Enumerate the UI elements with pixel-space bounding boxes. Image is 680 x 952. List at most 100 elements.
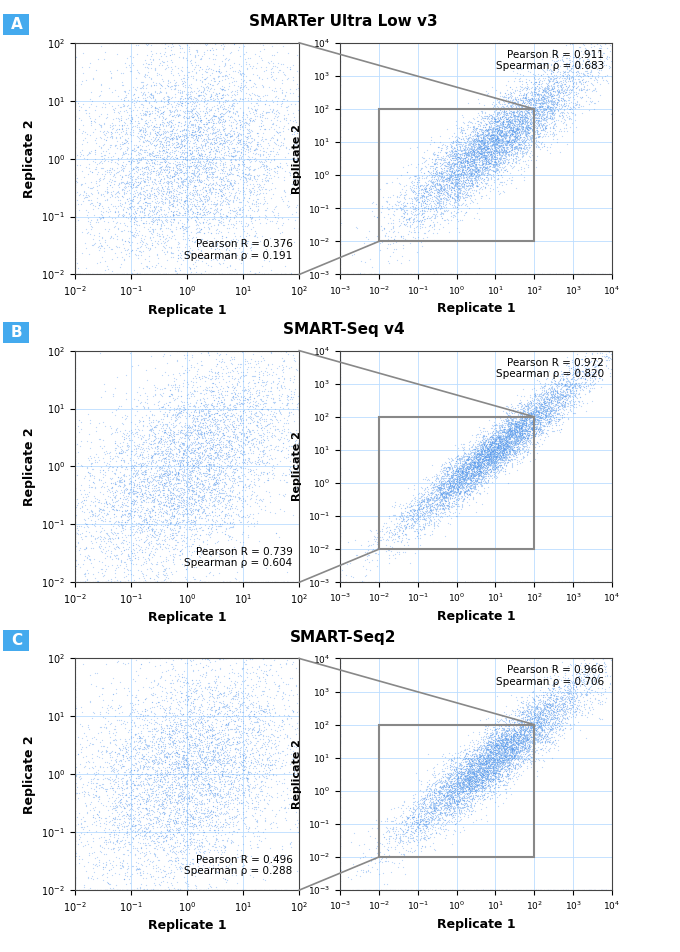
Point bbox=[436, 210, 447, 226]
Point bbox=[107, 817, 118, 832]
Point bbox=[500, 120, 511, 135]
Point bbox=[170, 811, 181, 826]
Point bbox=[335, 509, 345, 525]
Point bbox=[213, 130, 224, 146]
Point bbox=[481, 749, 492, 764]
Point bbox=[474, 771, 485, 786]
Point bbox=[430, 209, 441, 225]
Point bbox=[335, 420, 345, 435]
Point bbox=[168, 460, 179, 475]
Point bbox=[220, 468, 231, 484]
Point bbox=[492, 768, 503, 783]
Point bbox=[546, 99, 557, 114]
Point bbox=[121, 562, 132, 577]
Point bbox=[168, 150, 179, 166]
Point bbox=[146, 423, 156, 438]
Point bbox=[553, 86, 564, 101]
Point bbox=[441, 204, 452, 219]
Point bbox=[174, 462, 185, 477]
Point bbox=[255, 44, 266, 59]
Point bbox=[430, 795, 441, 810]
Point bbox=[170, 766, 181, 782]
Point bbox=[154, 799, 165, 814]
Point bbox=[158, 783, 169, 798]
Point bbox=[438, 480, 449, 495]
Point bbox=[453, 134, 464, 149]
Point bbox=[124, 174, 135, 189]
Point bbox=[124, 127, 135, 142]
Point bbox=[466, 776, 477, 791]
Point bbox=[481, 757, 492, 772]
Point bbox=[179, 472, 190, 487]
Point bbox=[413, 820, 424, 835]
Point bbox=[472, 459, 483, 474]
Point bbox=[284, 405, 294, 420]
Point bbox=[502, 135, 513, 150]
Point bbox=[553, 388, 564, 404]
Point bbox=[530, 117, 541, 132]
Point bbox=[394, 831, 405, 846]
Point bbox=[374, 835, 385, 850]
Point bbox=[482, 777, 493, 792]
Point bbox=[106, 162, 117, 177]
Point bbox=[487, 446, 498, 461]
Point bbox=[210, 359, 221, 374]
Point bbox=[530, 416, 541, 431]
Point bbox=[237, 859, 248, 874]
Point bbox=[253, 750, 264, 765]
Point bbox=[526, 422, 537, 437]
Point bbox=[118, 161, 129, 176]
Point bbox=[491, 445, 502, 460]
Point bbox=[534, 395, 545, 410]
Point bbox=[444, 745, 455, 761]
Point bbox=[513, 733, 524, 748]
Point bbox=[69, 453, 80, 468]
Point bbox=[69, 168, 80, 183]
Point bbox=[566, 69, 577, 84]
Point bbox=[147, 449, 158, 465]
Point bbox=[407, 810, 418, 825]
Point bbox=[199, 35, 210, 50]
Point bbox=[335, 372, 345, 387]
Point bbox=[573, 714, 583, 729]
Point bbox=[267, 105, 277, 120]
Point bbox=[184, 94, 195, 109]
Point bbox=[534, 713, 545, 728]
Point bbox=[122, 512, 133, 527]
Point bbox=[335, 356, 345, 371]
Point bbox=[528, 381, 539, 396]
Point bbox=[474, 458, 485, 473]
Point bbox=[604, 58, 615, 73]
Point bbox=[260, 110, 271, 126]
Point bbox=[458, 762, 469, 777]
Point bbox=[202, 135, 213, 150]
Point bbox=[110, 422, 121, 437]
Point bbox=[460, 129, 471, 144]
Point bbox=[335, 54, 345, 69]
Point bbox=[194, 454, 205, 469]
Point bbox=[478, 174, 489, 189]
Point bbox=[149, 155, 160, 170]
Point bbox=[117, 504, 128, 519]
Point bbox=[113, 575, 124, 590]
Point bbox=[177, 749, 188, 764]
Point bbox=[255, 803, 266, 818]
Point bbox=[161, 655, 172, 670]
Point bbox=[607, 38, 617, 53]
Point bbox=[72, 575, 83, 590]
Point bbox=[451, 148, 462, 163]
Point bbox=[589, 669, 600, 684]
Point bbox=[169, 575, 180, 590]
Point bbox=[69, 751, 80, 766]
Point bbox=[284, 267, 294, 282]
Point bbox=[174, 489, 185, 505]
Point bbox=[129, 476, 139, 491]
Point bbox=[101, 144, 112, 159]
Point bbox=[218, 426, 228, 442]
Point bbox=[204, 466, 215, 482]
Point bbox=[488, 755, 498, 770]
Point bbox=[294, 773, 305, 788]
Point bbox=[274, 125, 285, 140]
Point bbox=[426, 486, 437, 502]
Point bbox=[564, 62, 575, 77]
